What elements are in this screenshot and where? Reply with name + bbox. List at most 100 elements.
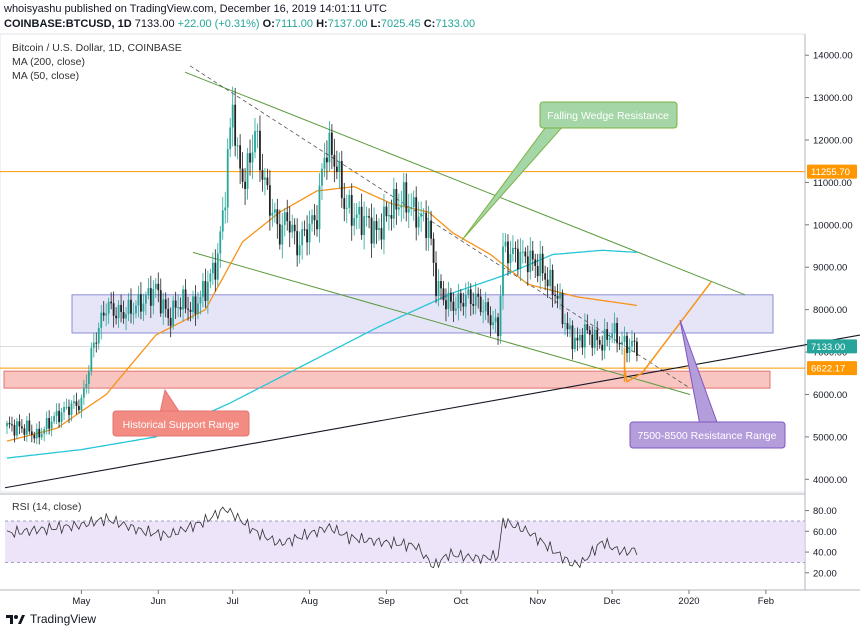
candle-body — [38, 428, 41, 438]
candle-body — [499, 295, 502, 337]
candle-body — [397, 207, 400, 210]
resistance-range-box — [71, 294, 774, 334]
candle-body — [516, 248, 519, 270]
candle-body — [611, 333, 614, 339]
candle-body — [509, 254, 512, 264]
y-tick-label: 10000.00 — [813, 220, 853, 231]
candle-body — [194, 296, 197, 314]
candle-body — [234, 104, 237, 146]
candle-body — [425, 212, 428, 238]
candle-body — [55, 410, 58, 417]
candle-body — [385, 206, 388, 217]
candle-body — [100, 312, 103, 328]
price-tag-label: 6622.17 — [811, 364, 845, 375]
candle-body — [497, 317, 499, 337]
ohlc-line: COINBASE:BTCUSD, 1D 7133.00 +22.00 (+0.3… — [4, 18, 475, 30]
candle-body — [571, 325, 574, 350]
candle-body — [628, 346, 631, 353]
y-tick-label: 13000.00 — [813, 93, 853, 104]
candle-body — [142, 303, 145, 312]
candle-body — [127, 299, 130, 315]
candle-body — [452, 301, 455, 311]
candle-body — [144, 295, 147, 304]
candle-body — [112, 303, 115, 316]
tradingview-brand[interactable]: TradingView — [4, 612, 96, 626]
candle-body — [187, 308, 189, 310]
price-tag-label: 7133.00 — [811, 342, 845, 353]
support-callout-box — [112, 410, 250, 437]
candle-body — [616, 322, 618, 344]
symbol: COINBASE:BTCUSD, 1D — [4, 18, 132, 30]
candle-body — [417, 216, 420, 228]
candle-body — [147, 288, 150, 296]
candle-body — [482, 311, 485, 313]
candle-body — [35, 428, 38, 439]
candle-body — [412, 197, 415, 208]
candle-body — [164, 299, 167, 309]
candle-body — [340, 161, 343, 199]
candle-body — [479, 296, 482, 312]
candle-body — [343, 198, 346, 209]
candle-body — [301, 229, 304, 246]
candle-body — [157, 283, 160, 291]
open-value: 7111.00 — [274, 18, 314, 30]
candle-body — [286, 212, 289, 222]
wedge-callout-pointer — [461, 123, 567, 241]
candle-body — [378, 228, 380, 230]
candle-body — [120, 304, 122, 312]
candle-body — [370, 217, 373, 244]
candle-body — [633, 340, 636, 342]
candle-body — [514, 247, 517, 249]
candle-body — [546, 279, 549, 287]
y-tick-label: 6000.00 — [813, 390, 847, 401]
candle-body — [192, 296, 194, 312]
candle-body — [65, 406, 68, 408]
support-range-box — [3, 370, 771, 389]
candle-body — [169, 317, 172, 326]
candle-body — [390, 215, 393, 219]
candle-body — [574, 337, 576, 350]
candle-body — [85, 383, 88, 388]
candle-body — [117, 304, 120, 319]
candle-body — [254, 131, 256, 153]
candle-body — [402, 182, 405, 207]
candle-body — [266, 177, 269, 186]
ma50-legend: MA (50, close) — [12, 70, 80, 82]
candle-body — [110, 301, 113, 304]
candle-body — [154, 283, 157, 289]
candle-body — [415, 197, 418, 228]
price-change: +22.00 (+0.31%) — [177, 18, 260, 30]
candle-body — [68, 406, 70, 416]
candle-body — [291, 224, 294, 233]
published-line: whoisyashu published on TradingView.com,… — [4, 3, 387, 15]
candle-body — [603, 329, 606, 351]
candle-body — [276, 209, 279, 225]
resistance-callout-label: 7500-8500 Resistance Range — [638, 430, 777, 442]
candle-body — [75, 401, 78, 406]
candle-body — [519, 251, 522, 270]
candle-body — [631, 340, 633, 347]
candle-body — [539, 253, 542, 277]
candle-body — [105, 313, 108, 316]
candle-body — [474, 293, 477, 306]
candle-body — [6, 422, 8, 427]
support-callout-pointer — [159, 388, 181, 414]
price-tag — [807, 339, 857, 354]
candle-body — [197, 303, 199, 314]
candle-body — [350, 195, 353, 226]
rsi-tick-label: 20.00 — [813, 568, 837, 579]
candle-body — [283, 212, 286, 225]
candle-body — [30, 431, 33, 435]
candle-body — [40, 433, 43, 438]
candle-body — [311, 215, 313, 224]
candle-body — [556, 296, 559, 299]
candle-body — [380, 228, 383, 240]
candle-body — [13, 424, 16, 436]
candle-body — [598, 340, 601, 345]
candle-body — [177, 307, 180, 309]
candle-body — [130, 299, 132, 314]
candle-body — [273, 209, 276, 213]
candle-body — [588, 330, 591, 335]
candle-body — [636, 341, 638, 356]
